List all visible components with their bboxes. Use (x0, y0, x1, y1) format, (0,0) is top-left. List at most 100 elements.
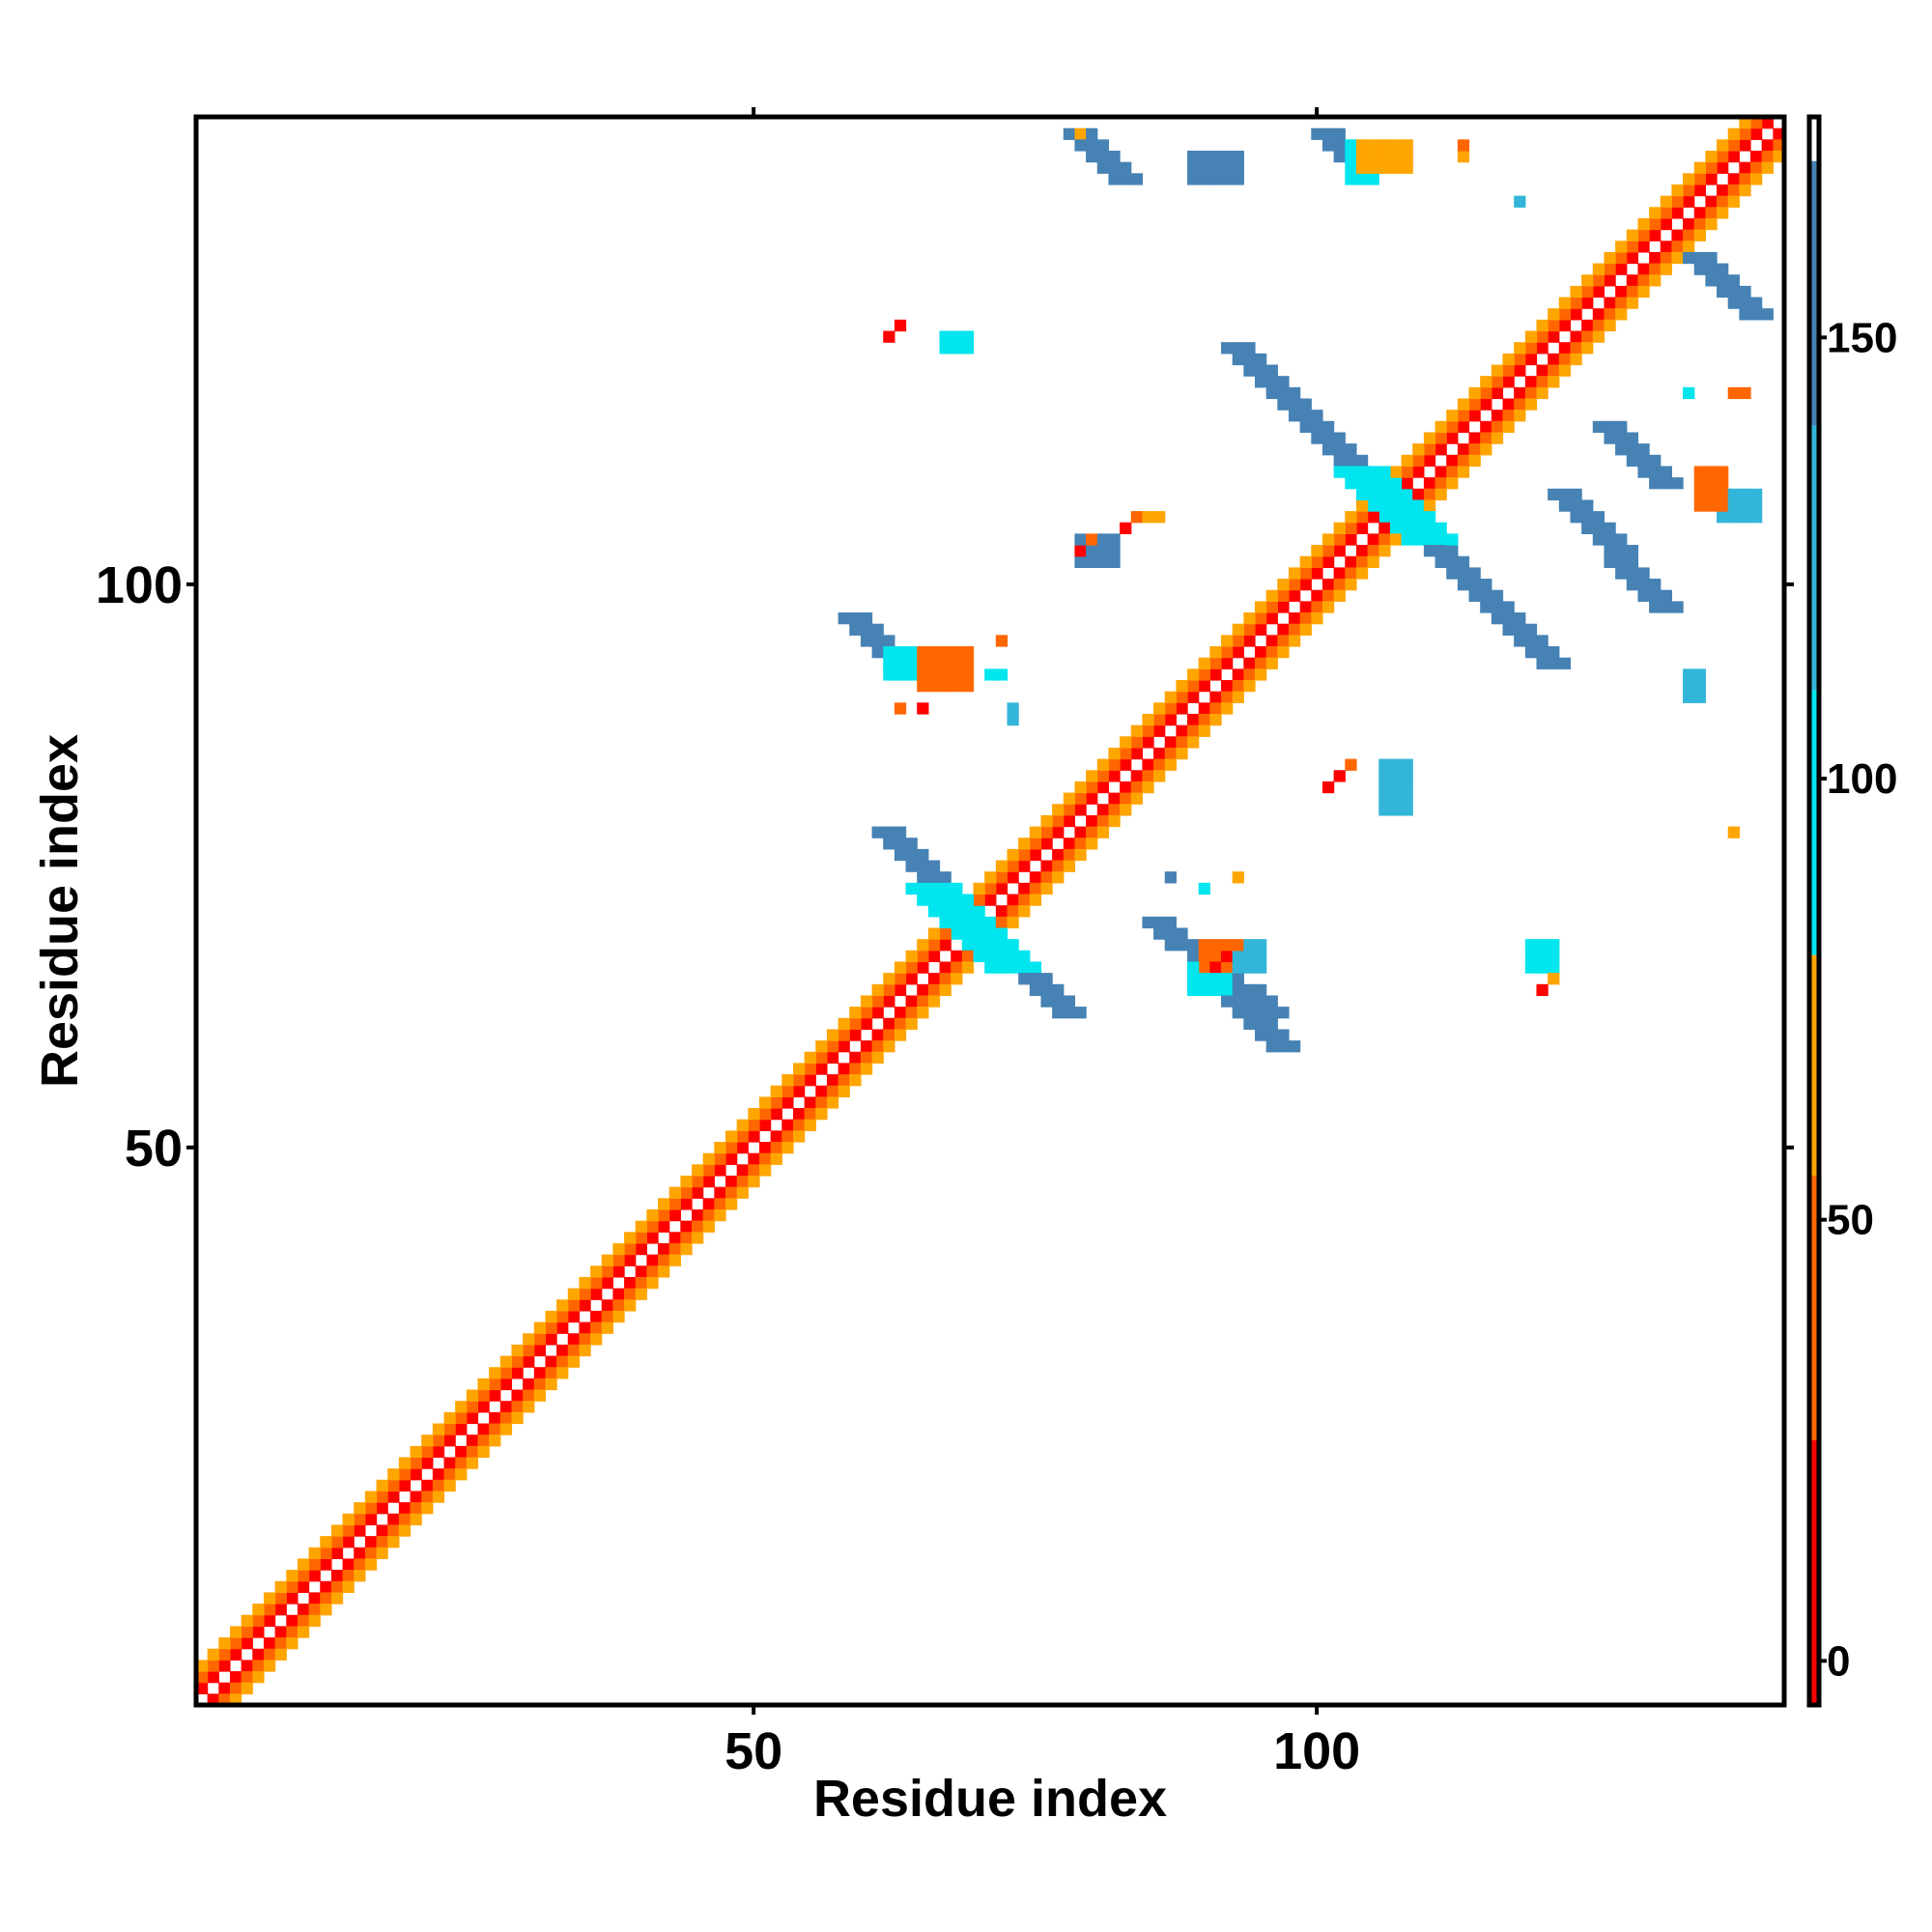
heatmap-cell (489, 1423, 501, 1435)
heatmap-cell (1401, 781, 1413, 794)
heatmap-cell (1468, 386, 1481, 400)
heatmap-cell (1446, 477, 1459, 490)
heatmap-cell (1096, 758, 1110, 771)
heatmap-cell (658, 1254, 670, 1266)
heatmap-cell (421, 1457, 434, 1469)
heatmap-cell (421, 1445, 434, 1459)
heatmap-cell (1198, 973, 1210, 985)
heatmap-cell (308, 1570, 321, 1582)
heatmap-cell (702, 1176, 715, 1188)
heatmap-cell (499, 1401, 513, 1413)
heatmap-cell (951, 961, 963, 974)
heatmap-cell (1739, 285, 1751, 298)
heatmap-cell (1142, 781, 1154, 794)
heatmap-cell (1120, 792, 1132, 805)
heatmap-cell (1153, 702, 1166, 715)
heatmap-cell (252, 1671, 265, 1684)
heatmap-cell (1176, 702, 1188, 715)
heatmap-cell (1063, 860, 1076, 872)
heatmap-cell (1671, 229, 1684, 242)
heatmap-cell (1130, 511, 1143, 524)
heatmap-cell (1717, 139, 1729, 152)
heatmap-cell (556, 1310, 569, 1323)
heatmap-cell (917, 995, 929, 1008)
heatmap-cell (951, 646, 963, 659)
heatmap-cell (894, 973, 907, 985)
heatmap-cell (1401, 792, 1413, 805)
heatmap-cell (297, 1558, 310, 1571)
heatmap-cell (1232, 668, 1244, 681)
heatmap-cell (826, 1051, 839, 1064)
heatmap-cell (342, 1513, 355, 1526)
heatmap-cell (1074, 1007, 1087, 1019)
heatmap-cell (792, 1108, 806, 1121)
heatmap-cell (567, 1355, 581, 1368)
heatmap-cell (871, 635, 884, 647)
heatmap-cell (917, 668, 929, 681)
heatmap-cell (1187, 150, 1200, 163)
heatmap-cell (1524, 330, 1538, 343)
heatmap-cell (1446, 545, 1459, 557)
heatmap-cell (635, 1276, 647, 1290)
heatmap-cell (770, 1152, 782, 1165)
heatmap-cell (387, 1468, 400, 1481)
heatmap-cell (1299, 623, 1312, 636)
heatmap-cell (432, 1423, 445, 1435)
heatmap-cell (320, 1558, 332, 1571)
heatmap-cell (1570, 330, 1582, 343)
heatmap-cell (590, 1276, 603, 1290)
heatmap-cell (917, 950, 929, 963)
heatmap-cell (1491, 589, 1504, 602)
heatmap-cell (1548, 330, 1560, 343)
heatmap-cell (1221, 691, 1234, 703)
heatmap-cell (758, 1096, 772, 1109)
heatmap-cell (1389, 781, 1403, 794)
heatmap-cell (860, 1040, 873, 1053)
heatmap-cell (1536, 939, 1548, 952)
heatmap-cell (1446, 466, 1459, 478)
heatmap-cell (951, 927, 963, 940)
heatmap-cell (1130, 724, 1143, 737)
heatmap-cell (1108, 792, 1121, 805)
heatmap-cell (1558, 308, 1572, 321)
heatmap-cell (579, 1321, 591, 1334)
heatmap-cell (523, 1378, 535, 1391)
heatmap-cell (1524, 961, 1538, 974)
heatmap-cell (1626, 274, 1639, 287)
heatmap-cell (432, 1445, 445, 1459)
heatmap-cell (1198, 882, 1210, 895)
heatmap-cell (680, 1186, 693, 1199)
heatmap-cell (1311, 128, 1323, 140)
heatmap-cell (1581, 274, 1594, 287)
heatmap-cell (1750, 308, 1763, 321)
heatmap-cell (1209, 657, 1222, 669)
heatmap-cell (1570, 285, 1582, 298)
heatmap-cell (1029, 848, 1042, 862)
heatmap-cell (612, 1254, 625, 1266)
heatmap-cell (1604, 274, 1616, 287)
heatmap-cell (1423, 545, 1436, 557)
heatmap-cell (1086, 792, 1098, 805)
heatmap-cell (646, 1208, 659, 1222)
heatmap-cell (1255, 995, 1267, 1008)
heatmap-cell (1683, 668, 1695, 681)
heatmap-cell (1592, 285, 1605, 298)
heatmap-cell (748, 1152, 760, 1165)
heatmap-cell (1187, 983, 1200, 997)
heatmap-cell (387, 1479, 400, 1492)
heatmap-cell (511, 1367, 524, 1379)
heatmap-cell (894, 1007, 907, 1019)
heatmap-cell (1108, 770, 1121, 782)
heatmap-cell (917, 882, 929, 895)
heatmap-cell (1378, 499, 1391, 512)
heatmap-cell (1243, 668, 1256, 681)
heatmap-cell (1671, 195, 1684, 208)
heatmap-cell (567, 1310, 581, 1323)
heatmap-cell (1040, 983, 1053, 997)
heatmap-cell (1727, 128, 1740, 140)
heatmap-cell (1277, 1007, 1290, 1019)
heatmap-cell (1007, 871, 1019, 884)
heatmap-cell (1209, 691, 1222, 703)
heatmap-cell (410, 1502, 422, 1515)
heatmap-cell (1592, 319, 1605, 332)
